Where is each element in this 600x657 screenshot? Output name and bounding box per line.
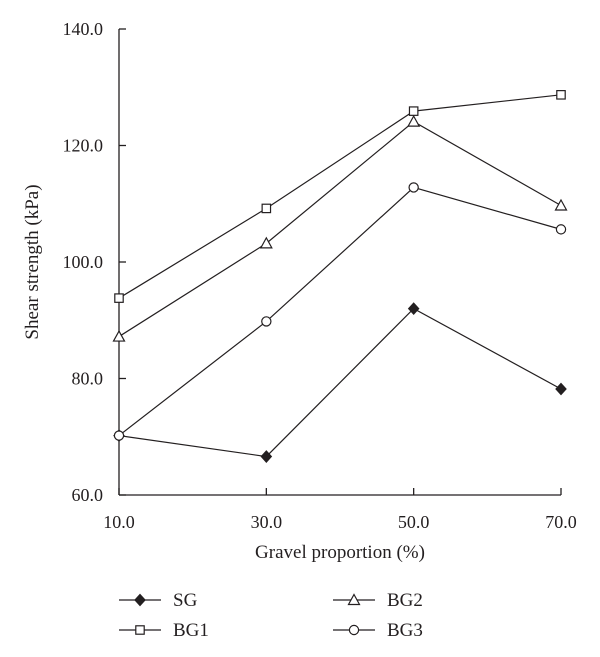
legend-marker-bg2 — [347, 593, 361, 606]
series-line-sg — [118, 307, 562, 458]
legend-item-bg3: BG3 — [333, 620, 423, 641]
legend-marker-sg — [134, 593, 146, 607]
series-line-bg2 — [118, 120, 562, 338]
x-tick-label: 10.0 — [103, 512, 135, 532]
series-bg3 — [113, 182, 567, 441]
data-point-sg — [407, 302, 420, 315]
y-axis-title: Shear strength (kPa) — [22, 184, 43, 339]
legend-marker-bg3 — [348, 624, 360, 636]
legend-item-bg1: BG1 — [119, 620, 209, 641]
x-tick-label: 70.0 — [545, 512, 577, 532]
legend-label: SG — [173, 590, 198, 611]
legend-label: BG3 — [387, 620, 423, 641]
series-layer — [112, 90, 568, 463]
y-tick-label: 60.0 — [72, 485, 104, 505]
data-point-bg2 — [259, 236, 273, 249]
series-sg — [113, 302, 567, 463]
x-tick-label: 50.0 — [398, 512, 430, 532]
data-point-bg2 — [407, 114, 421, 127]
y-tick-label: 140.0 — [63, 19, 104, 39]
data-point-bg1 — [556, 90, 566, 100]
x-axis-title: Gravel proportion (%) — [255, 542, 425, 563]
series-line-bg3 — [118, 186, 562, 437]
series-bg2 — [112, 114, 568, 342]
legend-item-sg: SG — [119, 590, 198, 611]
legend: SG BG2 BG1 BG3 — [119, 590, 423, 641]
data-point-bg3 — [113, 430, 125, 441]
series-bg1 — [114, 90, 566, 303]
legend-label: BG2 — [387, 590, 423, 611]
data-point-sg — [260, 450, 273, 463]
x-tick-label: 30.0 — [251, 512, 283, 532]
data-point-bg1 — [114, 293, 124, 303]
legend-item-bg2: BG2 — [333, 590, 423, 611]
data-point-bg1 — [408, 106, 419, 116]
data-point-bg2 — [112, 329, 126, 342]
y-tick-label: 120.0 — [63, 136, 104, 156]
axes: 60.0 80.0 100.0 120.0 140.0 10.0 30.0 50.0 70.0 G… — [22, 19, 577, 563]
data-point-bg3 — [555, 224, 567, 235]
data-point-bg3 — [261, 316, 272, 327]
data-point-bg2 — [554, 198, 568, 211]
series-line-bg1 — [118, 94, 562, 299]
legend-marker-bg1 — [135, 625, 145, 635]
y-tick-label: 80.0 — [72, 369, 104, 389]
data-point-sg — [555, 382, 567, 396]
data-point-bg1 — [261, 203, 272, 214]
data-point-bg3 — [408, 182, 419, 193]
y-tick-label: 100.0 — [63, 252, 104, 272]
legend-label: BG1 — [173, 620, 209, 641]
